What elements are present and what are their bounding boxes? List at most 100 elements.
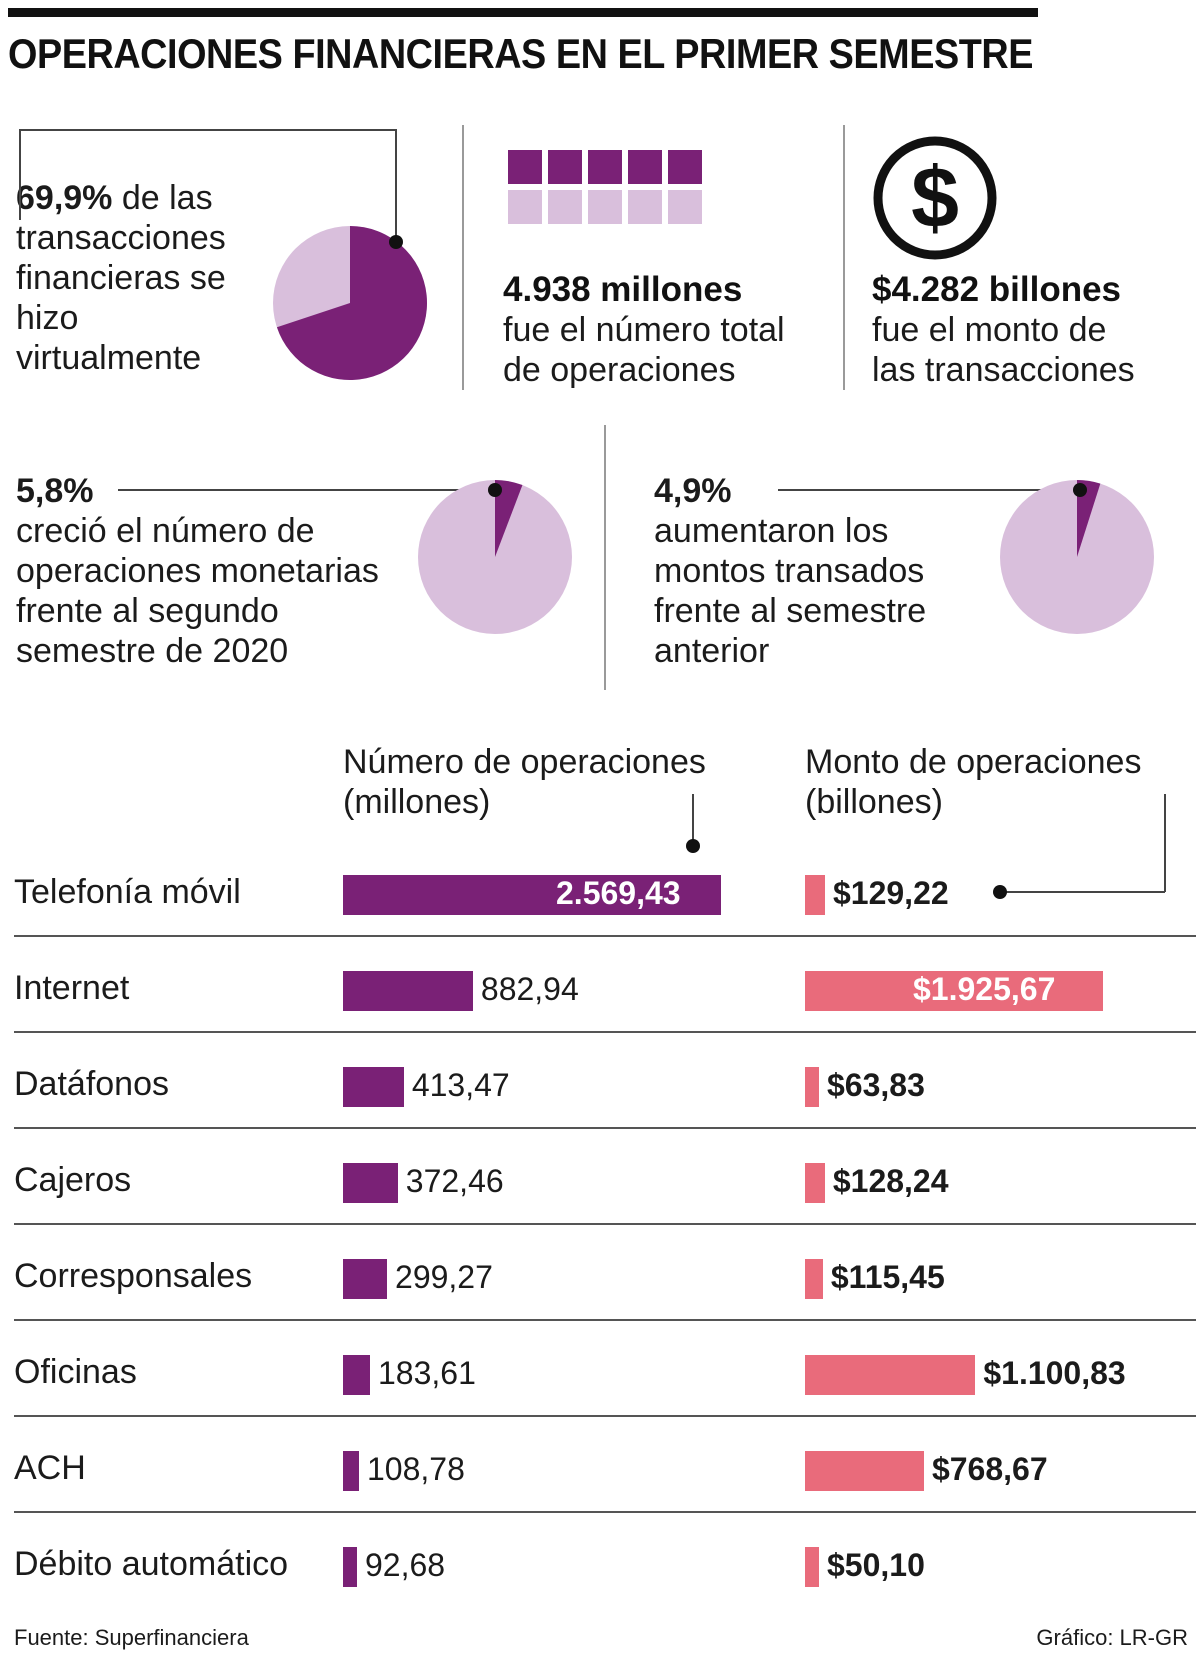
value-label-operations: 183,61 [378,1355,476,1391]
pie-growth-ops-slice [495,480,523,557]
value-label-operations: 882,94 [480,971,579,1007]
row-divider [14,1223,1196,1225]
pie-growth-amounts [778,480,1154,634]
source-note: Fuente: Superfinanciera [14,1625,249,1650]
value-label-operations: 372,46 [405,1163,504,1199]
value-label-operations: 92,68 [365,1547,446,1583]
category-label: Débito automático [14,1545,289,1583]
category-label: ACH [14,1449,86,1487]
category-label: Oficinas [14,1353,137,1391]
value-label-amount: $50,10 [827,1547,925,1583]
category-label: Corresponsales [14,1257,253,1295]
stat-growth-amounts-line: frente al semestre [654,592,927,630]
credit-note: Gráfico: LR-GR [1036,1625,1188,1650]
stat-virtual-text: 69,9% de las transacciones financieras s… [16,178,256,378]
bar-amount [805,875,825,915]
bar-amount [805,1451,924,1491]
stat-virtual-line: virtualmente [16,339,202,377]
bar-operations [343,1547,357,1587]
dollar-circle-icon: $ [873,136,997,260]
row-divider [14,1319,1196,1321]
category-label: Datáfonos [14,1065,169,1103]
pie-virtual [19,129,428,380]
bar-amount [805,1355,976,1395]
value-label-amount: $128,24 [832,1163,949,1199]
bar-operations [343,1355,370,1395]
bar-operations [343,1163,398,1203]
stat-growth-ops-line: creció el número de [16,512,315,550]
stat-operations-value: 4.938 millones [503,270,743,309]
stat-virtual-value: 69,9% [16,179,113,217]
category-label: Cajeros [14,1161,132,1199]
stat-growth-amounts-line: aumentaron los [654,512,889,550]
col-header-amount: Monto de operaciones (billones) [805,742,1141,822]
stat-growth-amounts-line: anterior [654,632,770,670]
stat-amount-value: $4.282 billones [872,270,1122,309]
divider [843,125,845,390]
pie-growth-amounts-dot [1073,483,1087,497]
bar-amount [805,1067,819,1107]
value-label-amount: $1.925,67 [913,971,1056,1007]
col-header-amount-line: (billones) [805,783,943,821]
stat-virtual-line: transacciones [16,219,226,257]
category-label: Internet [14,969,130,1007]
stat-operations-line: de operaciones [503,351,736,389]
col-header-operations-line: Número de operaciones [343,743,706,781]
value-label-amount: $115,45 [830,1259,945,1295]
stat-growth-amounts: 4,9% aumentaron los montos transados fre… [654,471,926,671]
value-label-operations: 2.569,43 [556,875,681,911]
row-divider [14,1031,1196,1033]
pie-growth-amounts-slice [1077,480,1101,557]
bar-operations [343,875,721,915]
value-label-amount: $63,83 [827,1067,925,1103]
stat-virtual-line: financieras se [16,259,226,297]
stat-growth-ops-line: frente al segundo [16,592,279,630]
value-label-amount: $1.100,83 [983,1355,1126,1391]
divider [462,125,464,390]
stat-amount-line: fue el monto de [872,311,1107,349]
stat-growth-ops-value: 5,8% [16,472,94,510]
bar-amount [805,1259,823,1299]
bar-operations [343,1259,387,1299]
stat-operations-line: fue el número total [503,311,785,349]
category-label: Telefonía móvil [14,873,241,911]
row-divider [14,1415,1196,1417]
bar-amount [805,1547,819,1587]
pie-virtual-connector [19,129,397,242]
row-divider [14,1511,1196,1513]
stat-growth-amounts-line: montos transados [654,552,925,590]
stat-virtual-text-rest: de las [112,179,213,217]
stat-amount: $4.282 billones fue el monto de las tran… [872,270,1135,390]
divider [604,425,606,690]
col-header-operations: Número de operaciones (millones) [343,742,706,822]
pie-virtual-slice [276,226,428,380]
stat-virtual-line: hizo [16,299,79,337]
bar-amount [805,1163,825,1203]
col-header-amount-line: Monto de operaciones [805,743,1142,781]
svg-text:$: $ [911,150,959,246]
value-label-operations: 413,47 [411,1067,510,1103]
value-label-amount: $768,67 [931,1451,1048,1487]
page-title: OPERACIONES FINANCIERAS EN EL PRIMER SEM… [8,30,1034,77]
stat-amount-line: las transacciones [872,351,1135,389]
header-connectors [686,794,1166,899]
stat-growth-amounts-value: 4,9% [654,472,732,510]
col-header-operations-line: (millones) [343,783,491,821]
pie-growth-ops [118,480,572,634]
stat-growth-ops: 5,8% creció el número de operaciones mon… [16,471,379,671]
pie-virtual-dot [389,235,403,249]
stat-growth-ops-line: operaciones monetarias [16,552,379,590]
row-divider [14,935,1196,937]
stat-growth-ops-line: semestre de 2020 [16,632,289,670]
bar-operations [343,971,473,1011]
bar-amount [805,971,1103,1011]
bar-operations [343,1451,359,1491]
value-label-operations: 299,27 [395,1259,493,1295]
top-rule [8,8,1038,17]
row-divider [14,1127,1196,1129]
stat-operations: 4.938 millones fue el número total de op… [503,270,785,390]
bar-operations [343,1067,404,1107]
value-label-operations: 108,78 [367,1451,465,1487]
value-label-amount: $129,22 [832,875,949,911]
pie-growth-ops-dot [488,483,502,497]
